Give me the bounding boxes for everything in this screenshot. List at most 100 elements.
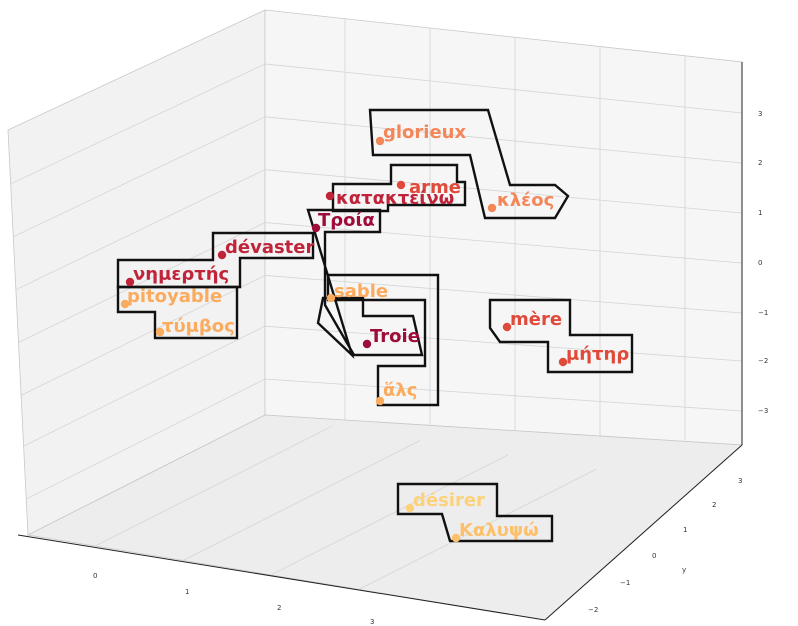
word-point: sable [326,281,388,303]
word-point: Troie [362,326,420,349]
word-point: μήτηρ [558,344,629,367]
grid-line [20,275,266,396]
word-point-label: Troie [370,326,420,347]
word-point: ἅλς [375,380,417,406]
x-tick-label: 0 [93,572,97,580]
z-tick-labels: 3 2 1 0 −1 −2 −3 [758,110,768,415]
z-tick-label: 0 [758,259,762,267]
word-point: κατακτείνω [325,188,454,209]
word-point-marker [405,503,415,513]
word-point-label: désirer [413,490,485,511]
word-point-marker [155,327,165,337]
z-tick-label: −1 [758,309,768,317]
word-point-label: arme [409,177,461,198]
y-tick-label: 0 [652,552,656,560]
word-point-marker [325,191,335,201]
word-point-marker [502,322,512,332]
grid-line [270,454,509,576]
cluster-outline-desirer [396,482,554,543]
word-point-label: pitoyable [127,286,222,307]
word-point: mère [502,309,562,332]
grid-line [264,378,743,412]
axis-lines [17,62,743,621]
y-axis-line [544,444,743,621]
cluster-outline-devaster [116,231,315,289]
word-point-marker [375,136,385,146]
z-tick-label: 3 [758,110,762,118]
word-point-marker [487,203,497,213]
word-point-marker [558,357,568,367]
z-tick-label: −2 [758,357,768,365]
word-point-marker [120,299,130,309]
grid-line [358,469,597,590]
grid-line [13,116,266,238]
word-point-marker [311,223,321,233]
word-point: arme [396,177,461,198]
cluster-outline-arme [331,163,467,213]
z-tick-label: 1 [758,209,762,217]
word-point: glorieux [375,122,466,146]
y-tick-label: 2 [712,501,716,509]
cluster-outline-mere [488,298,634,374]
z-tick-label: −3 [758,407,768,415]
word-point: Καλυψώ [451,520,539,543]
grid-line [182,440,421,561]
cluster-outline-glorieux [368,108,570,220]
x-tick-label: 2 [277,604,281,612]
word-point-marker [451,533,461,543]
word-point-label: sable [334,281,388,302]
grid-line [264,116,743,164]
word-point-label: κατακτείνω [336,188,454,209]
grid-line [10,63,266,185]
word-point-marker [375,396,385,406]
word-point-marker [125,277,135,287]
word-point-label: mère [510,309,562,330]
word-point-marker [217,250,227,260]
grid-line [23,325,266,447]
cluster-outline-sable [326,273,440,407]
word-point-marker [396,180,406,190]
grid-line [264,169,743,214]
grid-line [15,169,266,291]
word-point-label: νημερτής [133,264,229,285]
y-tick-label: −2 [588,606,598,614]
y-tick-label: 1 [683,526,687,534]
word-point-label: Τροία [318,210,375,231]
grid-line [26,378,266,500]
word-point-marker [362,339,372,349]
word-point: Τροία [311,210,375,233]
y-tick-label: −1 [620,579,630,587]
word-point-label: Καλυψώ [459,520,539,541]
cluster-outlines [116,108,634,543]
y-tick-labels: −2 −1 0 1 2 3 y [588,477,742,614]
x-tick-label: 3 [370,618,374,626]
y-axis-label: y [682,566,686,574]
word-point-marker [326,293,336,303]
word-point: dévaster [217,237,314,260]
word-point: désirer [405,490,485,513]
y-tick-label: 3 [738,477,742,485]
word-point-label: dévaster [225,237,314,258]
grid-line [264,63,743,114]
grid-line [95,425,333,547]
grid-lines [10,18,743,590]
grid-line [264,222,743,264]
word-point-label: κλέος [497,190,554,211]
z-tick-label: 2 [758,159,762,167]
word-point-label: ἅλς [383,380,417,401]
word-point: τύμβος [155,316,235,337]
word-point: κλέος [487,190,554,213]
x-axis-line [17,534,546,621]
word-point: pitoyable [120,286,222,309]
x-tick-labels: 0 1 2 3 [93,572,374,626]
x-tick-label: 1 [185,588,189,596]
word-point-label: μήτηρ [566,344,629,365]
word-point: νημερτής [125,264,229,287]
grid-line [264,275,743,314]
word-marks: glorieux arme κλέος κατακτείνωΤροίαdévaster… [120,122,629,543]
cluster-outline-pitoyable [116,285,239,340]
word-point-label: glorieux [383,122,466,143]
grid-line [18,222,266,343]
word-point-label: τύμβος [162,316,235,337]
